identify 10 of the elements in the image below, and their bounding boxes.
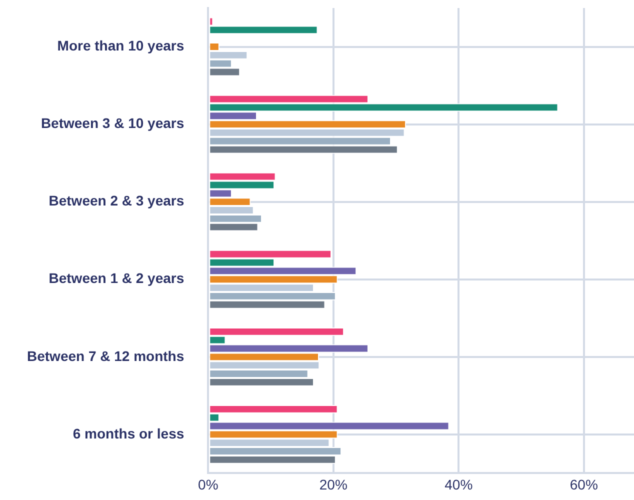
y-tick-label: Between 2 & 3 years [48,192,184,209]
y-tick-label: Between 3 & 10 years [40,115,184,132]
y-tick-label: 6 months or less [72,425,184,442]
x-tick-label: 20% [319,476,348,492]
y-tick-label: More than 10 years [57,38,184,54]
x-tick-label: 40% [444,476,473,492]
y-tick-label: Between 7 & 12 months [26,348,184,364]
x-tick-label: 0% [198,476,218,492]
y-tick-label: Between 1 & 2 years [48,270,184,286]
x-tick-label: 60% [570,476,598,492]
